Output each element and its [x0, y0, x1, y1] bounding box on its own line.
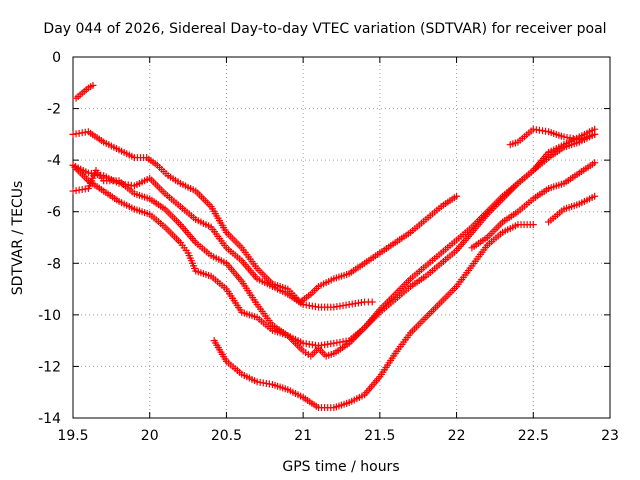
x-tick-label: 22 [448, 428, 466, 444]
x-tick-label: 23 [601, 428, 619, 444]
series-sat-h [468, 159, 599, 252]
series-sat-e [69, 130, 599, 360]
data-point [529, 221, 537, 229]
y-tick-label: -4 [47, 153, 61, 169]
y-tick-label: -2 [47, 102, 61, 118]
x-tick-label: 20.5 [211, 428, 242, 444]
plot-frame [72, 56, 611, 419]
data-point [453, 192, 461, 200]
series-sat-a [72, 81, 97, 102]
data-point [591, 159, 599, 167]
series-sat-b [69, 128, 461, 306]
data-point [591, 192, 599, 200]
x-tick-label: 21.5 [364, 428, 395, 444]
data-points [69, 81, 599, 412]
y-axis-label: SDTVAR / TECUs [10, 181, 26, 296]
axis-ticks: 19.5 20 20.5 21 21.5 22 22.5 23 0 -2 -4 -6 -8 -10 -12 -… [38, 50, 619, 444]
chart-title: Day 044 of 2026, Sidereal Day-to-day VTE… [43, 21, 606, 37]
grid-lines [73, 57, 610, 418]
x-tick-label: 22.5 [518, 428, 549, 444]
data-point [591, 130, 599, 138]
y-tick-label: -14 [38, 411, 61, 427]
y-tick-label: -12 [38, 359, 61, 375]
x-tick-label: 19.5 [57, 428, 88, 444]
series-sat-i [545, 192, 599, 226]
series-sat-f [210, 221, 537, 412]
series-sat-g [506, 125, 599, 149]
y-tick-label: 0 [52, 50, 61, 66]
y-tick-label: -10 [38, 308, 61, 324]
data-point [368, 298, 376, 306]
y-tick-label: -6 [47, 205, 61, 221]
x-axis-label: GPS time / hours [282, 459, 399, 475]
data-point [89, 81, 97, 89]
x-tick-label: 21 [294, 428, 312, 444]
x-tick-label: 20 [141, 428, 159, 444]
y-tick-label: -8 [47, 256, 61, 272]
